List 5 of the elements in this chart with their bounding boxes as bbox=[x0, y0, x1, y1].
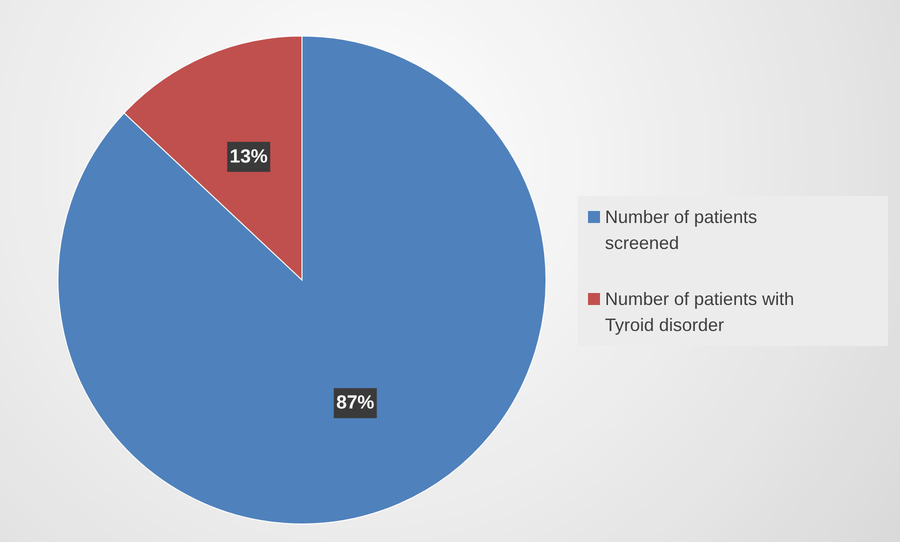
slice-label: Number of patients screened bbox=[605, 206, 758, 255]
data-label: 87% bbox=[336, 392, 374, 414]
pie-slice bbox=[58, 36, 546, 524]
legend-label: Number of patients with Tyroid disorder bbox=[605, 288, 796, 337]
data-label: 13% bbox=[230, 146, 268, 168]
